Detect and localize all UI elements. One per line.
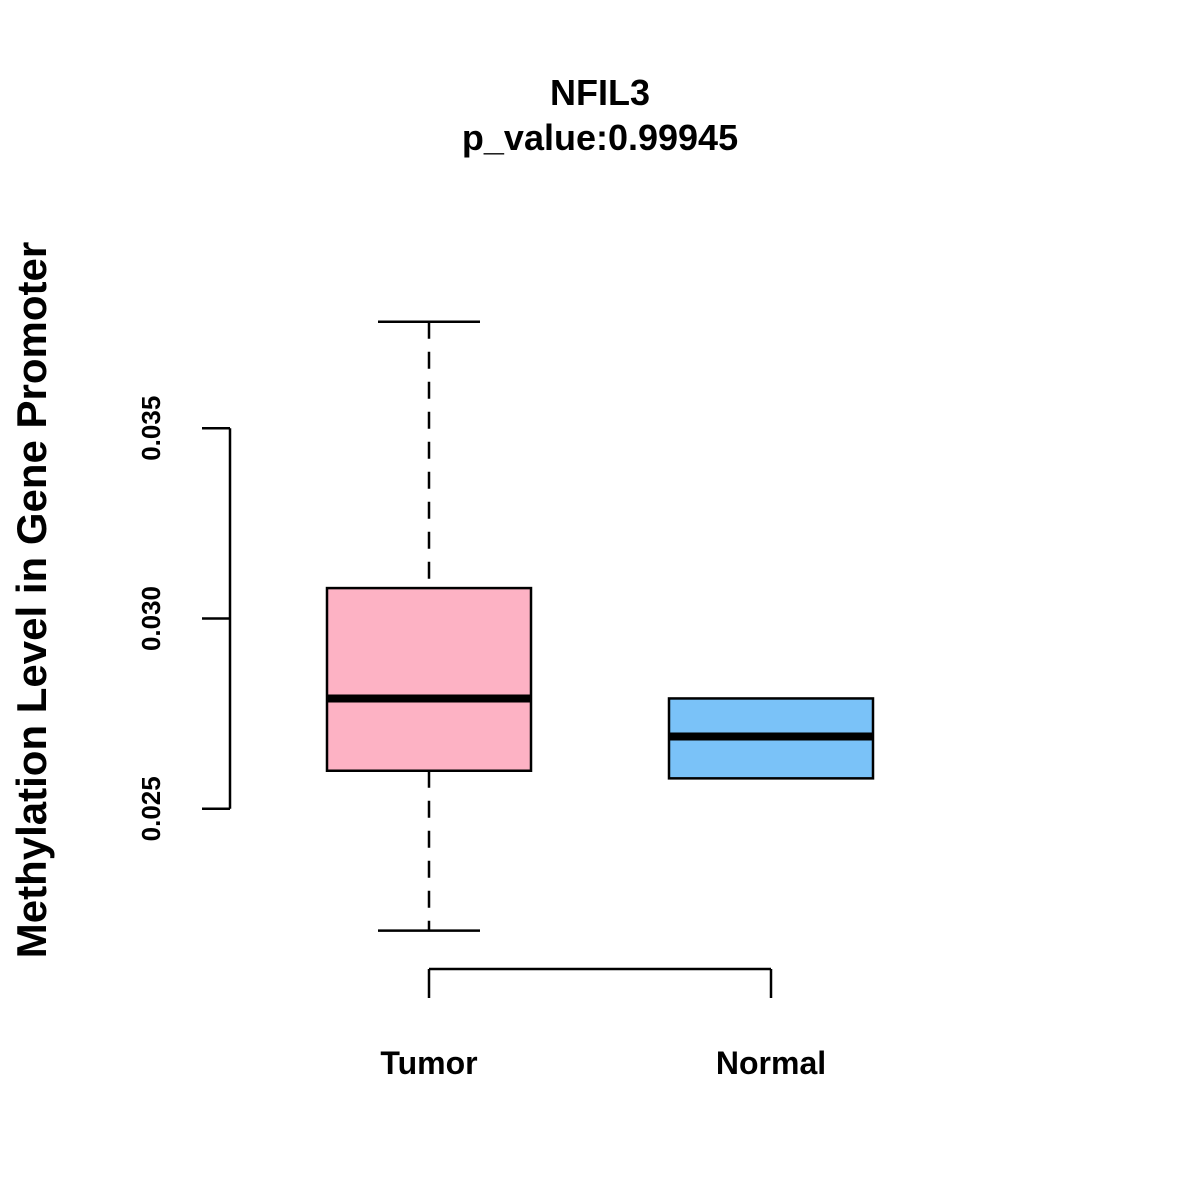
box-iqr: [325, 586, 533, 772]
y-axis-label: Methylation Level in Gene Promoter: [8, 242, 55, 958]
x-tick-label-tumor: Tumor: [380, 1045, 477, 1081]
boxes-group: [325, 320, 875, 932]
x-axis: Tumor Normal: [380, 967, 826, 1081]
box-normal: [667, 697, 875, 780]
chart-subtitle: p_value:0.99945: [462, 117, 738, 158]
y-axis: 0.025 0.030 0.035: [136, 396, 232, 841]
chart-title: NFIL3: [550, 72, 650, 113]
y-tick-label: 0.035: [136, 396, 166, 461]
y-tick-label: 0.030: [136, 586, 166, 651]
y-tick-label: 0.025: [136, 776, 166, 841]
x-tick-label-normal: Normal: [716, 1045, 826, 1081]
box-tumor: [325, 320, 533, 932]
